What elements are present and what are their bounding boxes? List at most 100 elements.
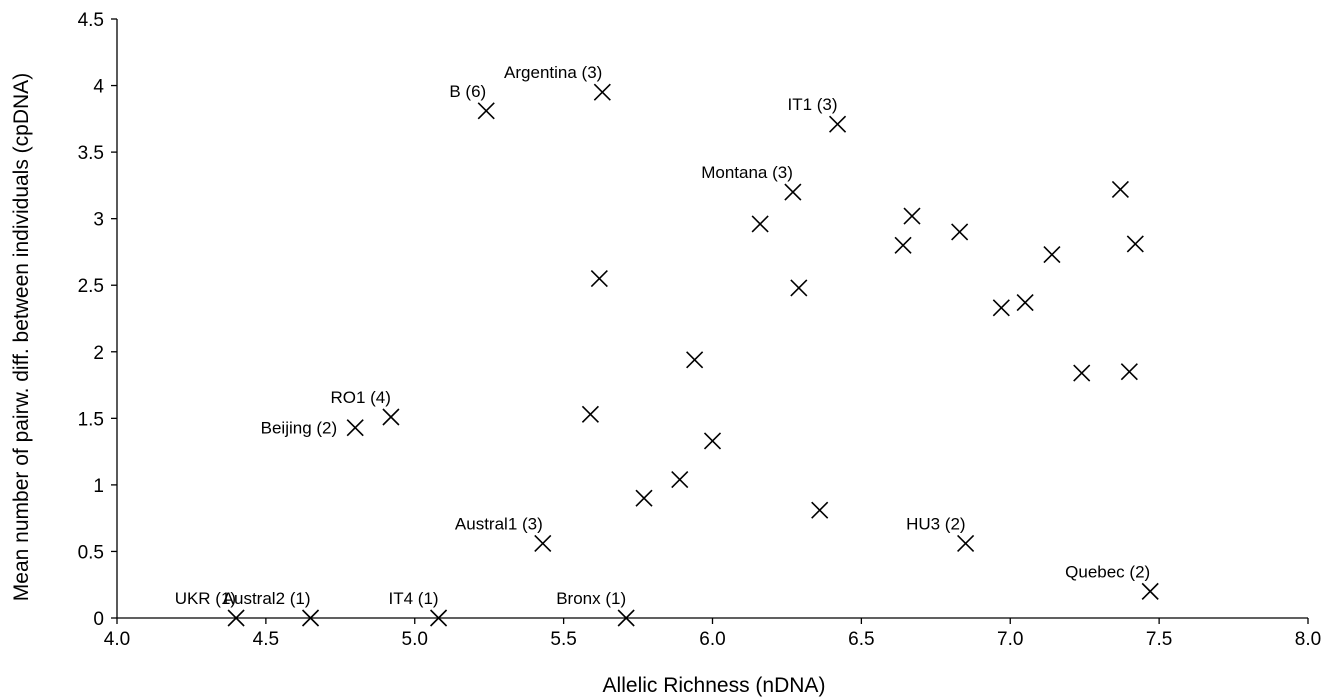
x-tick-labels: 4.0 4.5 5.0 5.5 6.0 6.5 7.0 7.5 8.0 bbox=[104, 629, 1321, 650]
data-point-marker bbox=[751, 215, 769, 233]
data-point-marker bbox=[957, 534, 975, 553]
data-point-marker bbox=[1141, 582, 1159, 600]
data-point-marker bbox=[686, 351, 704, 369]
marker-stroke bbox=[811, 501, 829, 519]
marker-stroke bbox=[301, 609, 320, 627]
point-label: UKR (1) bbox=[175, 589, 236, 608]
data-point-marker bbox=[477, 102, 495, 120]
x-tick-label: 6.5 bbox=[848, 629, 874, 650]
data-point-marker bbox=[811, 501, 829, 519]
point-label: IT1 (3) bbox=[787, 95, 837, 114]
point-label: Argentina (3) bbox=[504, 63, 602, 82]
y-tick-label: 1 bbox=[93, 476, 104, 497]
marker-stroke bbox=[1043, 246, 1061, 264]
point-label: Bronx (1) bbox=[556, 589, 626, 608]
point-label: B (6) bbox=[449, 82, 486, 101]
data-point-marker bbox=[1016, 293, 1034, 312]
data-point-marker bbox=[581, 405, 599, 423]
data-point-marker bbox=[227, 609, 245, 627]
x-tick-label: 8.0 bbox=[1295, 629, 1321, 650]
y-tick-label: 0 bbox=[93, 609, 104, 630]
marker-stroke bbox=[227, 609, 245, 627]
marker-stroke bbox=[784, 183, 802, 201]
data-point-marker bbox=[382, 408, 400, 426]
data-point-marker bbox=[1120, 363, 1138, 381]
marker-stroke bbox=[477, 102, 495, 120]
data-point-marker bbox=[894, 236, 912, 254]
data-point-marker bbox=[703, 432, 722, 450]
y-tick-label: 1.5 bbox=[78, 409, 104, 430]
marker-stroke bbox=[581, 405, 599, 423]
data-point-marker bbox=[784, 183, 802, 201]
data-point-marker bbox=[828, 115, 847, 133]
axes bbox=[111, 18, 1309, 624]
data-point-marker bbox=[1126, 235, 1144, 253]
x-tick-label: 4.5 bbox=[253, 629, 279, 650]
data-point-marker bbox=[1111, 180, 1129, 198]
marker-stroke bbox=[593, 83, 611, 101]
marker-stroke bbox=[686, 351, 704, 369]
marker-stroke bbox=[703, 432, 722, 450]
marker-stroke bbox=[894, 236, 912, 254]
y-tick-label: 2.5 bbox=[78, 276, 104, 297]
data-points bbox=[227, 83, 1159, 627]
point-labels: UKR (1)Austral2 (1) IT4 (1) Bronx (1) Quebe… bbox=[175, 63, 1150, 608]
marker-stroke bbox=[590, 270, 608, 288]
marker-stroke bbox=[751, 215, 769, 233]
data-point-marker bbox=[903, 207, 921, 225]
x-tick-label: 5.5 bbox=[550, 629, 576, 650]
point-label: Beijing (2) bbox=[261, 419, 338, 438]
marker-stroke bbox=[903, 207, 921, 225]
x-tick-label: 7.5 bbox=[1146, 629, 1172, 650]
data-point-marker bbox=[301, 609, 320, 627]
marker-stroke bbox=[1141, 582, 1159, 600]
data-point-marker bbox=[671, 470, 689, 489]
point-label: IT4 (1) bbox=[389, 589, 439, 608]
marker-stroke bbox=[671, 470, 689, 489]
data-point-marker bbox=[617, 609, 635, 627]
x-tick-label: 7.0 bbox=[997, 629, 1023, 650]
marker-stroke bbox=[1120, 363, 1138, 381]
marker-stroke bbox=[951, 223, 969, 241]
marker-stroke bbox=[346, 419, 364, 437]
data-point-marker bbox=[593, 83, 611, 101]
y-axis-title: Mean number of pairw. diff. between indi… bbox=[10, 73, 33, 601]
marker-stroke bbox=[957, 534, 975, 553]
point-label: HU3 (2) bbox=[906, 514, 966, 533]
point-label: RO1 (4) bbox=[330, 388, 390, 407]
x-tick-label: 6.0 bbox=[699, 629, 725, 650]
data-point-marker bbox=[590, 270, 608, 288]
point-label: Montana (3) bbox=[701, 163, 793, 182]
data-point-marker bbox=[534, 534, 552, 553]
data-point-marker bbox=[1073, 364, 1091, 382]
marker-stroke bbox=[1016, 293, 1034, 312]
data-point-marker bbox=[790, 279, 808, 297]
y-tick-label: 2 bbox=[93, 343, 104, 364]
y-tick-label: 0.5 bbox=[78, 542, 104, 563]
y-tick-label: 4 bbox=[93, 77, 104, 98]
marker-stroke bbox=[534, 534, 552, 553]
data-point-marker bbox=[346, 419, 364, 437]
y-tick-label: 3 bbox=[93, 210, 104, 231]
data-point-marker bbox=[992, 299, 1010, 317]
point-label: Quebec (2) bbox=[1065, 562, 1150, 581]
marker-stroke bbox=[382, 408, 400, 426]
marker-stroke bbox=[992, 299, 1010, 317]
point-label: Austral2 (1) bbox=[223, 589, 311, 608]
y-tick-labels: 0 0.5 1 1.5 2 2.5 3 3.5 4 4.5 bbox=[78, 10, 105, 630]
marker-stroke bbox=[430, 609, 448, 627]
y-tick-label: 3.5 bbox=[78, 143, 104, 164]
marker-stroke bbox=[1073, 364, 1091, 382]
data-point-marker bbox=[430, 609, 448, 627]
marker-stroke bbox=[1111, 180, 1129, 198]
x-tick-label: 5.0 bbox=[402, 629, 428, 650]
marker-stroke bbox=[635, 489, 653, 507]
marker-stroke bbox=[828, 115, 847, 133]
marker-stroke bbox=[617, 609, 635, 627]
data-point-marker bbox=[951, 223, 969, 241]
marker-stroke bbox=[790, 279, 808, 297]
data-point-marker bbox=[635, 489, 653, 507]
x-tick-label: 4.0 bbox=[104, 629, 130, 650]
point-label: Austral1 (3) bbox=[455, 514, 543, 533]
data-point-marker bbox=[1043, 246, 1061, 264]
